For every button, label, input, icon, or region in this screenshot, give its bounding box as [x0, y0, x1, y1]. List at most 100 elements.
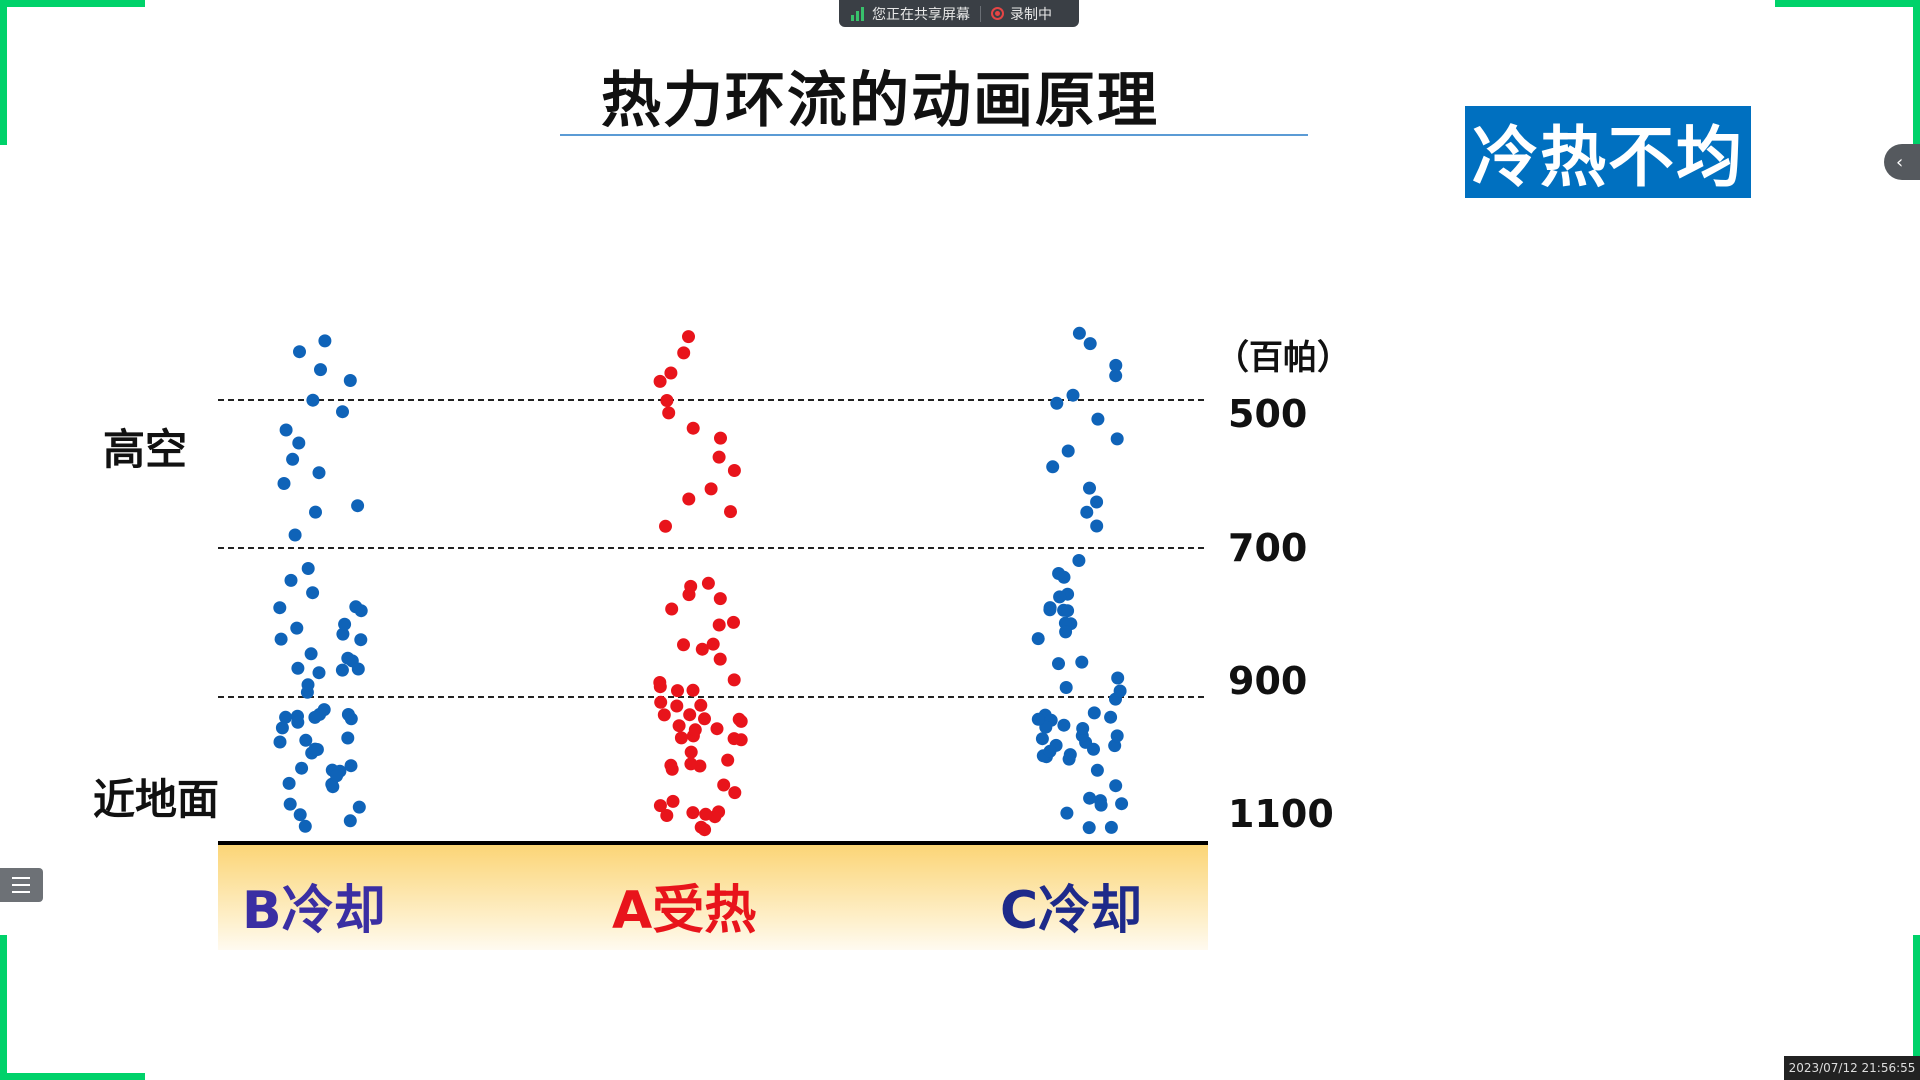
air-particle	[1050, 396, 1064, 410]
air-particle	[653, 680, 667, 694]
screen-share-toolbar[interactable]: 您正在共享屏幕 录制中	[839, 0, 1079, 27]
surface-label-c: C冷却	[1000, 881, 1143, 941]
air-particle	[683, 708, 697, 722]
air-particle	[706, 637, 720, 651]
divider	[980, 5, 981, 22]
air-particle	[352, 800, 366, 814]
air-particle	[1046, 460, 1060, 474]
air-particle	[695, 642, 709, 656]
air-particle	[717, 778, 731, 792]
air-particle	[298, 819, 312, 833]
pressure-900: 900	[1228, 659, 1308, 703]
air-particle	[284, 573, 298, 587]
air-particle	[653, 374, 667, 388]
air-particle	[1087, 706, 1101, 720]
air-particle	[344, 712, 358, 726]
air-particle	[694, 698, 708, 712]
air-particle	[1087, 742, 1100, 756]
chevron-left-icon[interactable]: ‹	[1884, 144, 1920, 180]
air-particle	[1109, 779, 1123, 793]
air-particle	[660, 809, 674, 822]
slide-title: 热力环流的动画原理	[601, 66, 1159, 136]
sharing-status[interactable]: 您正在共享屏幕	[872, 6, 970, 23]
air-particle	[1075, 655, 1089, 669]
air-particle	[1057, 718, 1071, 732]
air-particle	[312, 666, 326, 680]
air-particle	[713, 592, 727, 606]
air-particle	[282, 776, 296, 790]
air-particle	[354, 604, 368, 618]
air-particle	[312, 466, 326, 480]
air-particle	[1031, 632, 1045, 646]
air-particle	[659, 519, 672, 533]
label-near-ground: 近地面	[93, 775, 220, 824]
air-particle	[665, 762, 679, 776]
air-particle	[293, 808, 307, 822]
air-particle	[714, 431, 727, 445]
corner-mark	[0, 1073, 145, 1080]
air-particle	[341, 651, 355, 665]
pressure-unit: （百帕）	[1215, 338, 1351, 378]
air-particle	[734, 714, 748, 728]
air-particle	[1090, 763, 1104, 777]
label-high-altitude: 高空	[103, 425, 188, 474]
air-particle	[309, 505, 322, 519]
signal-icon	[851, 6, 864, 21]
air-particle	[291, 661, 305, 675]
air-particle	[699, 807, 713, 821]
list-icon[interactable]	[0, 868, 43, 902]
air-particle	[1104, 710, 1118, 724]
air-particle	[330, 769, 344, 783]
corner-mark	[1913, 935, 1920, 1080]
air-particle	[1104, 820, 1118, 834]
air-particle	[727, 615, 740, 629]
air-particle	[1072, 554, 1086, 567]
air-particle	[354, 633, 368, 647]
air-particle	[1060, 806, 1074, 820]
air-particle	[1052, 657, 1065, 671]
topic-badge: 冷热不均	[1465, 106, 1751, 198]
recording-status[interactable]: 录制中	[1010, 6, 1052, 23]
air-particle	[1059, 625, 1073, 639]
air-particle	[279, 423, 293, 437]
air-particle	[1035, 732, 1049, 746]
air-particle	[1062, 752, 1076, 766]
air-particle	[1031, 712, 1045, 726]
air-particle	[344, 759, 358, 773]
air-particle	[301, 678, 315, 692]
air-particle	[686, 806, 700, 820]
air-particle	[704, 482, 718, 496]
record-icon	[991, 7, 1004, 20]
corner-mark	[0, 0, 7, 145]
air-particle	[1053, 590, 1067, 604]
air-particle	[734, 733, 748, 747]
air-particle	[351, 499, 365, 513]
air-particle	[1076, 722, 1090, 735]
air-particle	[274, 632, 288, 646]
air-particle	[713, 652, 727, 666]
air-particle	[721, 753, 735, 767]
air-particle	[670, 699, 684, 713]
air-particle	[664, 366, 678, 380]
air-particle	[684, 757, 698, 771]
air-particle	[698, 712, 711, 726]
air-particle	[1083, 481, 1096, 495]
air-particle	[1080, 505, 1094, 519]
air-particle	[671, 684, 684, 698]
air-particle	[694, 820, 708, 834]
air-particle	[351, 662, 365, 676]
air-particle	[335, 663, 349, 677]
air-particle	[653, 799, 667, 813]
air-particle	[1083, 337, 1097, 351]
air-particle	[275, 721, 289, 735]
air-particle	[682, 330, 695, 344]
air-particle	[293, 345, 306, 359]
surface-label-b: B冷却	[242, 881, 386, 941]
air-particle	[1091, 412, 1105, 426]
air-particle	[686, 421, 700, 435]
corner-mark	[0, 0, 145, 7]
air-particle	[306, 586, 320, 600]
air-particle	[665, 602, 679, 616]
air-particle	[712, 618, 726, 632]
